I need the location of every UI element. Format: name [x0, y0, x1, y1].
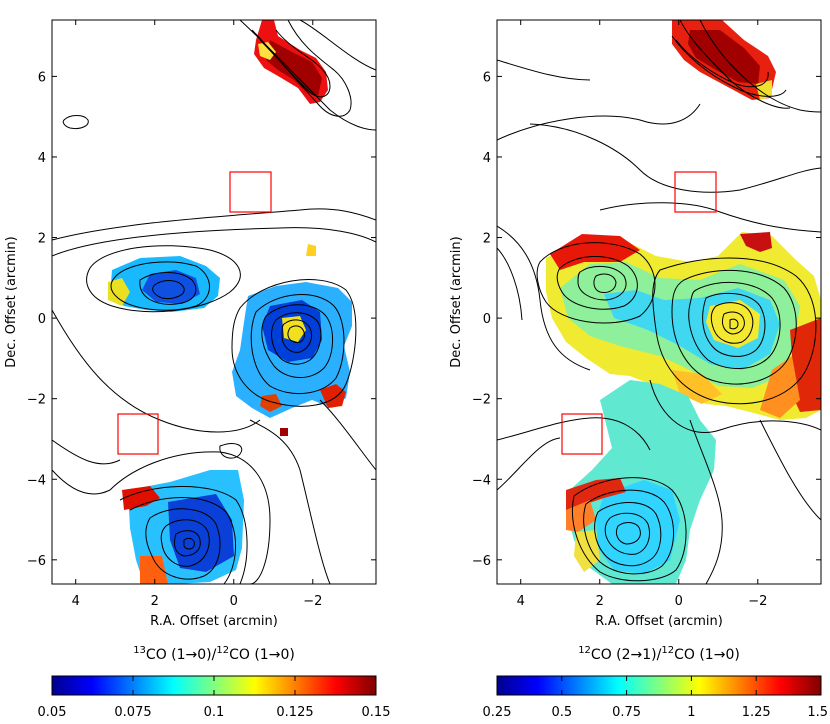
left-cb-tick-label: 0.125: [276, 705, 313, 720]
left-north-clump-core: [266, 40, 322, 96]
right-ytick-label: 6: [483, 70, 491, 85]
right-cb-tick-label: 1.5: [807, 705, 828, 720]
right-ytick-label: −4: [472, 473, 491, 488]
right-colorbar-label: 12CO (2→1)/12CO (1→0): [578, 645, 740, 663]
right-xlabel: R.A. Offset (arcmin): [595, 614, 723, 629]
left-south-clump-orange: [140, 556, 168, 584]
left-west-clump-dot: [306, 244, 316, 256]
left-contours: [52, 20, 376, 584]
right-cb-tick-label: 1: [687, 705, 695, 720]
right-south-clump-red: [566, 478, 626, 510]
right-ytick-label: −2: [472, 393, 491, 408]
right-south-clump-yellow: [574, 530, 600, 572]
right-xtick-label: −2: [748, 594, 767, 609]
right-box-south: [561, 413, 603, 455]
left-ytick-label: 6: [38, 70, 46, 85]
left-ytick-label: 0: [38, 312, 46, 327]
left-cb-tick-label: 0.1: [204, 705, 225, 720]
left-ylabel: Dec. Offset (arcmin): [4, 236, 19, 367]
right-ytick-label: −6: [472, 554, 491, 569]
left-xlabel: R.A. Offset (arcmin): [150, 614, 278, 629]
right-xtick-label: 2: [596, 594, 604, 609]
right-ytick-label: 0: [483, 312, 491, 327]
right-main-clump-core: [706, 300, 760, 348]
left-xtick-label: 0: [230, 594, 238, 609]
left-central-clump-red2: [260, 394, 282, 412]
right-contours: [497, 20, 821, 584]
left-box-north: [229, 171, 272, 213]
right-main-clump-red-top: [550, 234, 640, 270]
right-ytick-label: 2: [483, 232, 491, 247]
right-ylabel: Dec. Offset (arcmin): [449, 236, 464, 367]
left-cb-tick-label: 0.05: [38, 705, 67, 720]
right-axes-frame: [496, 19, 822, 585]
right-panel: 4 2 0 −2 6 4 2 0 −2 −4 −6 R.A. Offset (arcmin) Dec…: [449, 19, 828, 720]
left-xtick-label: −2: [303, 594, 322, 609]
right-cb-tick-label: 0.5: [551, 705, 572, 720]
left-west-clump-edge: [108, 278, 130, 306]
left-central-clump-speck: [280, 428, 288, 436]
right-cb-tick-label: 0.75: [612, 705, 641, 720]
right-box-north: [674, 171, 717, 213]
right-colorbar-ticks: 0.25 0.5 0.75 1 1.25 1.5: [483, 676, 828, 720]
right-xtick-label: 4: [517, 594, 525, 609]
right-cb-tick-label: 0.25: [483, 705, 512, 720]
left-ytick-label: −4: [27, 473, 46, 488]
right-main-clump-orange-east: [760, 356, 800, 418]
left-ytick-label: 4: [38, 151, 46, 166]
right-cb-tick-label: 1.25: [742, 705, 771, 720]
left-colorbar-label: 13CO (1→0)/12CO (1→0): [133, 645, 295, 663]
left-cb-tick-label: 0.075: [114, 705, 151, 720]
left-axes-frame: [51, 19, 377, 585]
left-xtick-label: 2: [151, 594, 159, 609]
left-ticks: 4 2 0 −2 6 4 2 0 −2 −4 −6: [27, 20, 376, 609]
left-ytick-label: 2: [38, 232, 46, 247]
right-xtick-label: 0: [675, 594, 683, 609]
left-south-clump-red: [122, 486, 160, 510]
left-box-south: [117, 413, 159, 455]
left-north-clump-yellow: [258, 42, 276, 60]
left-ytick-label: −6: [27, 554, 46, 569]
left-xtick-label: 4: [72, 594, 80, 609]
right-ticks: 4 2 0 −2 6 4 2 0 −2 −4 −6: [472, 20, 821, 609]
left-panel: 4 2 0 −2 6 4 2 0 −2 −4 −6 R.A. Offset (arcmin) Dec…: [4, 19, 391, 720]
right-ytick-label: 4: [483, 151, 491, 166]
left-ytick-label: −2: [27, 393, 46, 408]
right-main-clump-red-right: [740, 232, 772, 252]
left-colorbar-ticks: 0.05 0.075 0.1 0.125 0.15: [38, 676, 391, 720]
right-map-image: [497, 20, 821, 584]
left-map-image: [52, 20, 376, 584]
right-colorbar: [496, 675, 822, 696]
left-south-clump-core: [168, 494, 234, 572]
left-cb-tick-label: 0.15: [362, 705, 391, 720]
